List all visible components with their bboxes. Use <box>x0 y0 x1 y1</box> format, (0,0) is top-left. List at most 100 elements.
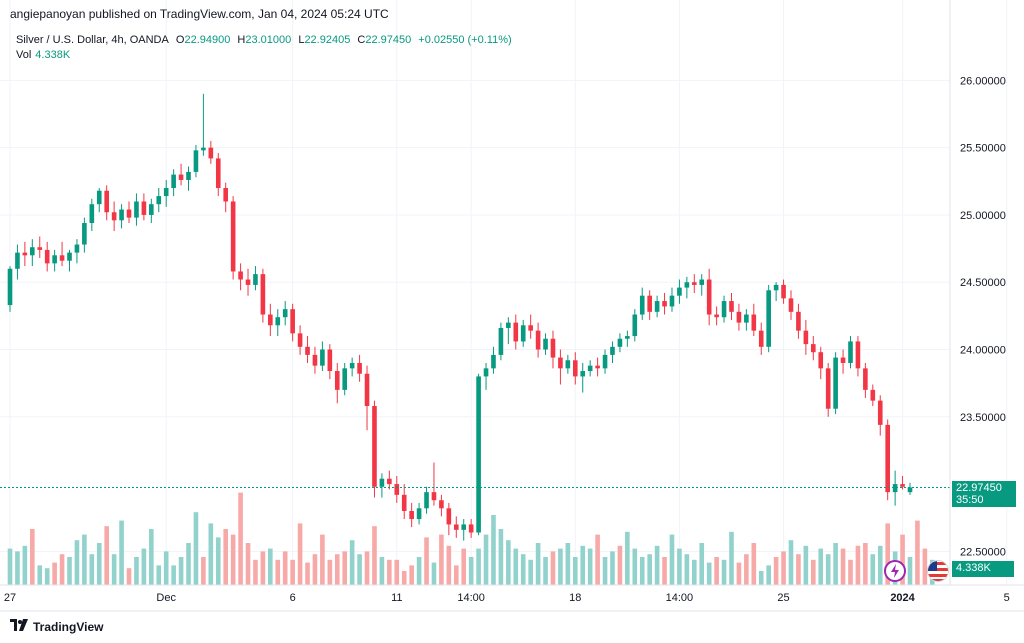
time-tick-label: Dec <box>156 592 176 604</box>
volume-legend: Vol 4.338K <box>16 49 70 61</box>
volume-bar <box>587 548 593 585</box>
volume-bar <box>416 557 422 585</box>
tradingview-logo-icon[interactable] <box>10 619 28 634</box>
volume-bar <box>134 557 139 585</box>
us-flag-icon[interactable] <box>927 560 949 582</box>
candle-body <box>305 346 310 355</box>
volume-bar <box>305 562 310 585</box>
volume-bar <box>401 571 407 585</box>
candle-body <box>468 524 474 533</box>
volume-bar <box>855 545 861 585</box>
candle-body <box>52 255 57 264</box>
candle-body <box>818 352 824 369</box>
volume-bar <box>736 562 742 585</box>
volume-bar <box>922 548 928 585</box>
volume-bar <box>275 559 281 585</box>
candle-body <box>193 150 199 172</box>
volume-label[interactable]: Vol <box>16 49 32 61</box>
candle-body <box>892 484 898 493</box>
volume-bar <box>446 545 452 585</box>
symbol-name[interactable]: Silver / U.S. Dollar, 4h, OANDA <box>16 34 169 46</box>
volume-bar <box>260 551 266 585</box>
last-price-value: 22.97450 <box>956 481 1002 494</box>
price-candles <box>7 93 913 541</box>
candle-body <box>245 279 251 285</box>
volume-bar <box>171 565 176 585</box>
candle-body <box>639 295 645 315</box>
lightning-icon[interactable] <box>884 560 906 582</box>
volume-bar <box>37 565 43 585</box>
footer-brand[interactable]: TradingView <box>33 619 104 634</box>
volume-bar <box>691 559 697 585</box>
candle-body <box>617 338 623 347</box>
volume-bar <box>796 554 801 585</box>
volume-bar <box>528 559 533 585</box>
volume-bar <box>915 520 920 585</box>
candle-body <box>877 400 883 425</box>
candle-body <box>387 478 392 485</box>
time-tick-label: 14:00 <box>457 592 485 604</box>
time-tick-label: 2024 <box>890 592 915 604</box>
candle-body <box>37 247 43 250</box>
candle-body <box>446 508 452 525</box>
time-tick-label: 6 <box>290 592 296 604</box>
candle-body <box>662 301 667 307</box>
volume-bar <box>773 557 779 585</box>
high-value: 23.01000 <box>245 34 292 46</box>
candle-body <box>625 336 630 339</box>
volume-bar <box>818 548 824 585</box>
candle-body <box>141 201 147 215</box>
candle-body <box>483 368 489 377</box>
candle-body <box>163 188 169 197</box>
footer: TradingView <box>10 619 103 634</box>
candle-body <box>394 484 400 495</box>
volume-bar <box>476 548 481 585</box>
candle-body <box>208 147 214 159</box>
volume-bar <box>580 545 586 585</box>
volume-bar <box>334 554 340 585</box>
volume-bar <box>253 559 258 585</box>
volume-bar <box>461 548 467 585</box>
candle-body <box>379 478 385 487</box>
volume-bar <box>201 557 206 585</box>
candle-body <box>647 295 652 312</box>
candle-body <box>297 333 303 347</box>
last-price-tag: 22.97450 35:50 <box>952 480 1016 507</box>
candle-body <box>119 209 124 221</box>
volume-bar <box>357 554 362 585</box>
candle-body <box>751 314 757 331</box>
volume-bar <box>595 534 600 585</box>
volume-bar <box>119 520 124 585</box>
candle-body <box>372 406 377 487</box>
candle-body <box>268 314 273 326</box>
volume-bar <box>320 534 325 585</box>
price-tick-label: 24.00000 <box>960 345 1006 357</box>
volume-bar <box>163 551 169 585</box>
volume-bar <box>491 515 496 585</box>
volume-bar <box>788 540 794 585</box>
candle-body <box>126 209 132 218</box>
volume-bar <box>245 543 251 585</box>
price-axis[interactable]: 26.00000 25.50000 25.00000 24.50000 24.00000… <box>960 75 1006 558</box>
volume-bar <box>238 492 243 585</box>
volume-bar <box>639 557 645 585</box>
volume-bar <box>387 559 392 585</box>
candle-body <box>89 204 95 224</box>
candle-body <box>587 365 593 372</box>
time-axis[interactable]: 27 Dec 6 11 14:00 18 14:00 25 2024 5 <box>4 592 1010 604</box>
candle-body <box>572 360 578 377</box>
volume-bar <box>729 531 734 585</box>
volume-bar <box>297 523 303 585</box>
candle-body <box>498 327 504 355</box>
candle-body <box>186 171 191 180</box>
volume-bar <box>230 534 236 585</box>
candle-body <box>580 371 586 377</box>
bar-countdown: 35:50 <box>956 493 984 506</box>
volume-bar <box>558 548 563 585</box>
volume-bar <box>907 557 913 585</box>
candle-body <box>327 349 333 372</box>
candle-body <box>22 252 28 256</box>
candle-body <box>364 373 370 407</box>
volume-bar <box>44 568 50 585</box>
